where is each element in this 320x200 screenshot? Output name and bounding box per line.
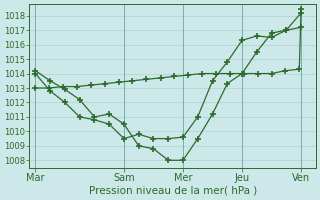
X-axis label: Pression niveau de la mer( hPa ): Pression niveau de la mer( hPa ) [89, 186, 257, 196]
